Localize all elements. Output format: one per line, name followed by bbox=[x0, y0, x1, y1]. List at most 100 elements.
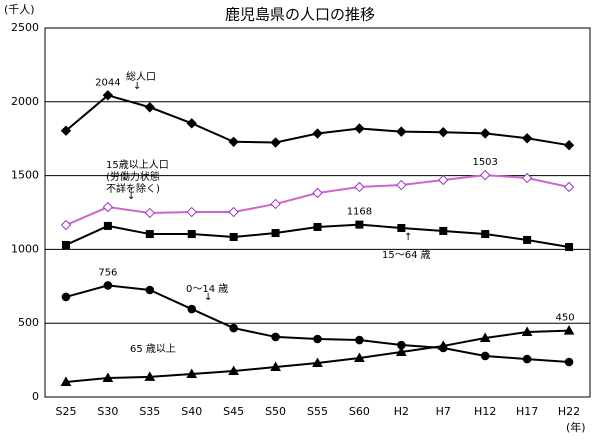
marker bbox=[186, 118, 197, 129]
data-label: 756 bbox=[98, 267, 117, 278]
data-label: 1168 bbox=[347, 207, 372, 218]
y-tick-label: 0 bbox=[32, 390, 39, 403]
marker bbox=[522, 354, 532, 364]
marker bbox=[395, 346, 407, 356]
marker bbox=[270, 361, 281, 372]
marker bbox=[521, 133, 533, 144]
x-tick-label: H17 bbox=[516, 405, 538, 418]
y-tick-label: 2500 bbox=[11, 21, 39, 34]
x-tick-label: S50 bbox=[265, 405, 286, 418]
callout-arrow: ↓ bbox=[133, 81, 141, 92]
x-tick-label: S55 bbox=[307, 405, 328, 418]
x-tick-label: H2 bbox=[394, 405, 409, 418]
marker bbox=[312, 187, 323, 199]
x-tick-label: S45 bbox=[223, 405, 244, 418]
marker bbox=[354, 352, 365, 363]
marker bbox=[60, 376, 72, 386]
marker bbox=[438, 126, 449, 138]
marker bbox=[229, 233, 238, 242]
callout-arrow: ↑ bbox=[404, 232, 412, 243]
marker bbox=[271, 332, 280, 342]
x-tick-label: H12 bbox=[474, 405, 496, 418]
marker bbox=[438, 174, 449, 186]
marker bbox=[187, 304, 197, 314]
marker bbox=[437, 340, 449, 350]
marker bbox=[145, 230, 154, 239]
marker bbox=[479, 128, 491, 139]
marker bbox=[481, 230, 490, 239]
marker bbox=[145, 285, 155, 295]
marker bbox=[479, 332, 491, 342]
marker bbox=[563, 139, 575, 151]
callout-arrow: ↓ bbox=[127, 191, 135, 202]
y-tick-label: 2000 bbox=[11, 95, 39, 108]
x-tick-label: S60 bbox=[349, 405, 370, 418]
marker bbox=[102, 90, 114, 101]
marker bbox=[61, 292, 71, 302]
x-tick-label: S40 bbox=[181, 405, 202, 418]
y-tick-label: 500 bbox=[18, 316, 39, 329]
marker bbox=[563, 181, 575, 193]
data-label: 450 bbox=[555, 313, 574, 324]
marker bbox=[144, 371, 156, 381]
marker bbox=[523, 235, 532, 244]
series-callout: 総人口 bbox=[126, 72, 156, 83]
marker bbox=[102, 372, 114, 382]
y-axis-label: (千人) bbox=[4, 3, 35, 16]
x-tick-label: S35 bbox=[139, 405, 160, 418]
marker bbox=[228, 206, 239, 218]
marker bbox=[480, 351, 490, 361]
chart-title: 鹿児島県の人口の推移 bbox=[225, 6, 375, 24]
x-axis-label: (年) bbox=[566, 420, 586, 434]
series-callout: 65 歳以上 bbox=[130, 344, 176, 355]
y-tick-label: 1000 bbox=[11, 242, 39, 255]
data-label: 1503 bbox=[472, 157, 497, 168]
series-callout: 15歳以上人口 (労働力状態 不詳を除く) bbox=[106, 160, 169, 195]
marker bbox=[271, 229, 280, 238]
marker bbox=[144, 102, 156, 113]
marker bbox=[228, 136, 239, 148]
marker bbox=[144, 207, 156, 219]
marker bbox=[270, 198, 281, 210]
marker bbox=[354, 181, 365, 193]
marker bbox=[103, 221, 112, 230]
marker bbox=[521, 172, 533, 184]
series-callout: 0～14 歳 bbox=[186, 284, 229, 295]
marker bbox=[228, 365, 240, 376]
x-tick-label: S30 bbox=[97, 405, 118, 418]
marker bbox=[60, 219, 72, 231]
marker bbox=[102, 201, 114, 213]
marker bbox=[313, 222, 322, 231]
marker bbox=[355, 335, 364, 345]
marker bbox=[396, 126, 407, 137]
marker bbox=[563, 325, 575, 335]
marker bbox=[270, 137, 281, 148]
marker bbox=[564, 357, 574, 367]
marker bbox=[397, 223, 406, 232]
marker bbox=[439, 226, 448, 235]
marker bbox=[60, 125, 72, 136]
marker bbox=[186, 368, 198, 378]
marker bbox=[313, 334, 322, 344]
marker bbox=[187, 230, 196, 239]
y-tick-label: 1500 bbox=[11, 169, 39, 182]
series-callout: 15～64 歳 bbox=[382, 250, 431, 261]
marker bbox=[186, 206, 197, 218]
marker bbox=[103, 281, 113, 290]
callout-arrow: ↓ bbox=[204, 292, 212, 303]
data-label: 2044 bbox=[95, 77, 120, 88]
marker bbox=[229, 323, 238, 333]
x-tick-label: H7 bbox=[436, 405, 451, 418]
x-tick-label: H22 bbox=[558, 405, 580, 418]
marker bbox=[396, 179, 407, 191]
marker bbox=[565, 243, 574, 252]
marker bbox=[521, 326, 533, 337]
marker bbox=[354, 123, 365, 134]
x-tick-label: S25 bbox=[55, 405, 76, 418]
marker bbox=[479, 169, 491, 181]
marker bbox=[355, 220, 364, 229]
marker bbox=[61, 240, 70, 249]
marker bbox=[312, 128, 323, 139]
